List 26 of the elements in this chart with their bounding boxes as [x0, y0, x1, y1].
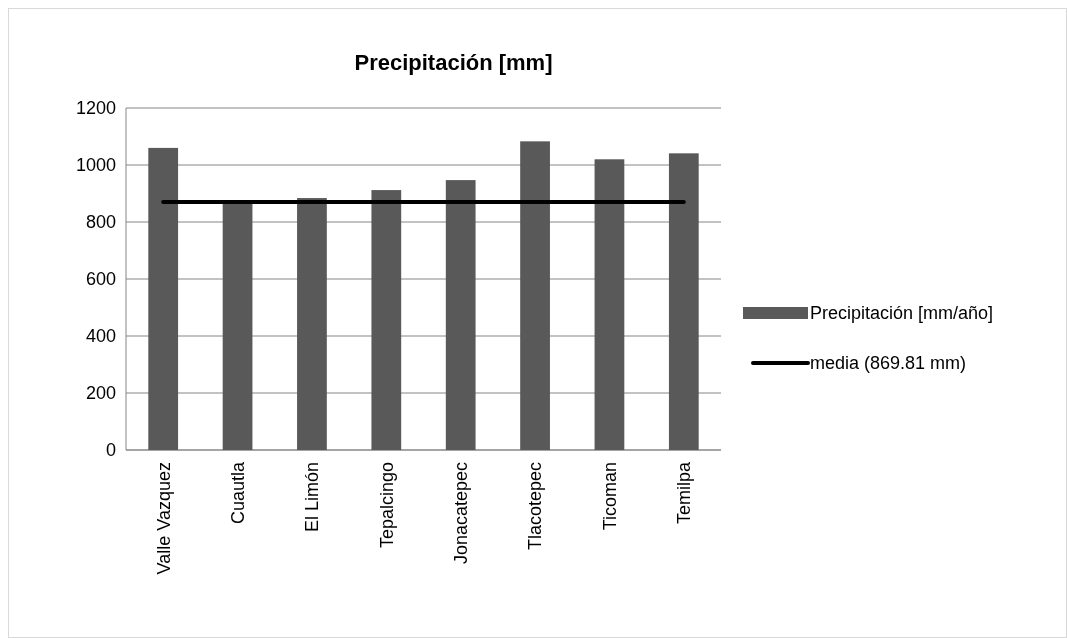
bar: [594, 159, 625, 450]
legend-label: Precipitación [mm/año]: [810, 303, 994, 324]
x-tick-label: Valle Vazquez: [153, 462, 174, 575]
x-tick-label: Cuautla: [227, 461, 248, 525]
x-tick-label: Ticoman: [599, 462, 620, 531]
x-tick-label: Tepalcingo: [376, 462, 397, 549]
y-tick-label: 600: [85, 269, 116, 290]
x-tick-label: El Limón: [302, 462, 323, 533]
x-tick-label: Temilpa: [674, 461, 695, 525]
y-tick-label: 200: [85, 383, 116, 404]
bar: [222, 202, 253, 450]
chart-title: Precipitación [mm]: [354, 50, 553, 75]
y-tick-label: 800: [85, 212, 116, 233]
y-tick-label: 400: [85, 326, 116, 347]
y-tick-label: 1200: [75, 98, 116, 119]
y-tick-label: 1000: [75, 155, 116, 176]
bar: [445, 180, 476, 450]
bar: [297, 198, 327, 450]
legend-label: media (869.81 mm): [810, 353, 967, 374]
y-tick-label: 0: [105, 440, 116, 461]
x-tick-label: Tlacotepec: [525, 462, 546, 551]
bar: [371, 190, 402, 450]
bar: [668, 153, 699, 450]
bar: [520, 141, 550, 450]
x-tick-label: Jonacatepec: [450, 462, 471, 565]
bar: [148, 147, 179, 450]
